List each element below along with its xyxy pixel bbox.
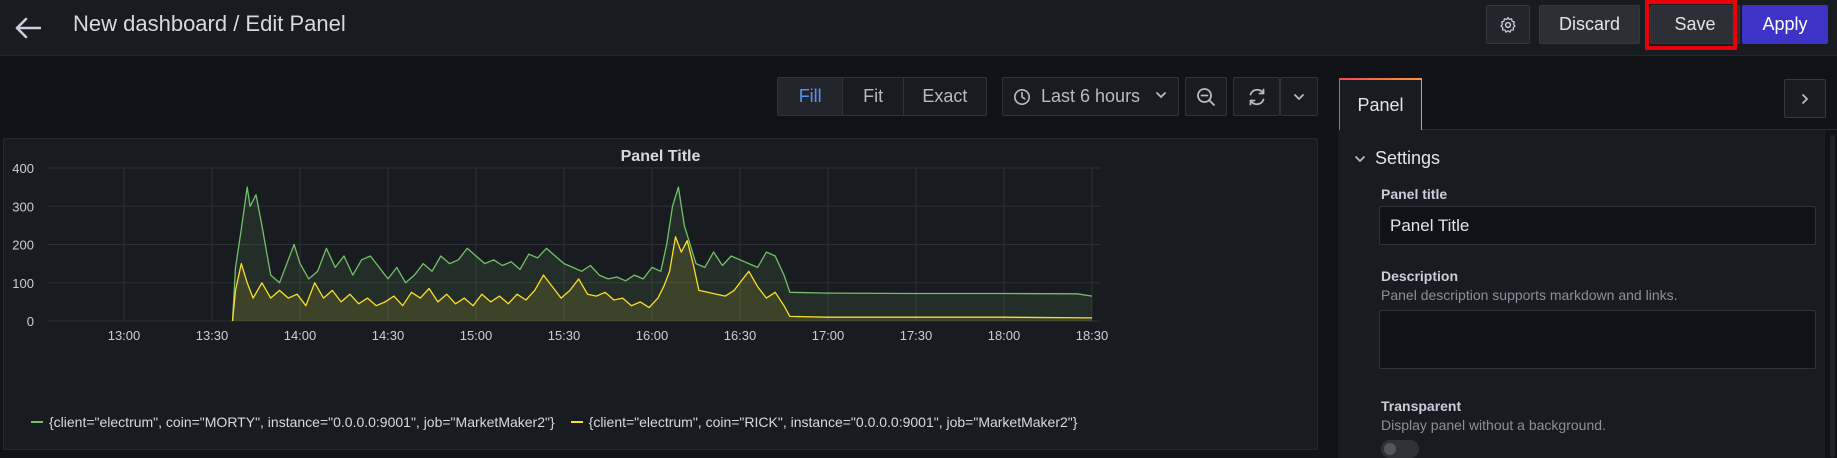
arrow-left-icon [15, 17, 41, 39]
chart-legend: {client="electrum", coin="MORTY", instan… [31, 414, 1077, 430]
transparent-label: Transparent [1381, 398, 1462, 414]
tabs-divider [1422, 129, 1837, 130]
legend-item[interactable]: {client="electrum", coin="MORTY", instan… [31, 414, 555, 430]
x-tick-label: 15:30 [548, 328, 581, 343]
description-help: Panel description supports markdown and … [1381, 287, 1678, 303]
back-button[interactable] [8, 8, 48, 48]
x-tick-label: 17:30 [900, 328, 933, 343]
toggle-knob [1384, 443, 1396, 455]
series-line-1 [231, 186, 1093, 322]
tab-panel[interactable]: Panel [1339, 78, 1422, 130]
gear-icon [1500, 16, 1516, 33]
discard-button[interactable]: Discard [1539, 5, 1640, 44]
panel-title-label: Panel title [1381, 186, 1448, 202]
refresh-interval-dropdown[interactable] [1280, 77, 1318, 116]
time-range-label: Last 6 hours [1041, 86, 1141, 106]
chevron-down-icon [1156, 92, 1166, 99]
page-title: New dashboard / Edit Panel [73, 11, 346, 36]
legend-swatch [570, 421, 583, 423]
settings-section-header[interactable]: Settings [1353, 148, 1440, 169]
x-tick-label: 13:30 [196, 328, 229, 343]
refresh-icon [1249, 88, 1264, 105]
collapse-options-button[interactable] [1784, 79, 1826, 118]
zoom-out-button[interactable] [1185, 77, 1227, 116]
y-tick-label: 100 [12, 276, 34, 291]
chevron-down-icon [1294, 93, 1304, 100]
description-textarea[interactable] [1379, 310, 1816, 369]
y-tick-label: 200 [12, 238, 34, 253]
series-area-1 [232, 187, 1092, 321]
description-label: Description [1381, 268, 1459, 284]
settings-button[interactable] [1486, 5, 1530, 44]
x-tick-label: 17:00 [812, 328, 845, 343]
clock-icon [1013, 88, 1031, 105]
mode-fit-button[interactable]: Fit [843, 78, 904, 115]
mode-fill-button[interactable]: Fill [778, 78, 844, 115]
legend-label: {client="electrum", coin="RICK", instanc… [588, 414, 1078, 430]
x-tick-label: 14:00 [284, 328, 317, 343]
legend-item[interactable]: {client="electrum", coin="RICK", instanc… [570, 414, 1078, 430]
apply-button[interactable]: Apply [1742, 5, 1828, 44]
chevron-down-icon [1355, 155, 1365, 162]
time-series-chart[interactable]: 0 100 200 300 400 13:00 13:30 14:00 14:30 15:00 15… [4, 139, 1319, 451]
series-area-2 [232, 236, 1092, 321]
x-tick-label: 16:00 [636, 328, 669, 343]
x-tick-label: 16:30 [724, 328, 757, 343]
graph-panel: Panel Title 0 100 200 300 400 13:00 13:30 14:00… [3, 138, 1318, 450]
options-body: Settings Panel title Description Panel d… [1338, 130, 1825, 458]
x-tick-label: 15:00 [460, 328, 493, 343]
legend-swatch [31, 421, 43, 423]
x-tick-label: 13:00 [108, 328, 141, 343]
x-tick-label: 18:30 [1076, 328, 1109, 343]
options-scrollbar[interactable] [1830, 135, 1835, 458]
y-tick-label: 300 [12, 199, 34, 214]
zoom-out-icon [1197, 87, 1215, 106]
x-tick-label: 18:00 [988, 328, 1021, 343]
legend-label: {client="electrum", coin="MORTY", instan… [49, 414, 555, 430]
time-range-picker[interactable]: Last 6 hours [1002, 77, 1179, 116]
y-tick-label: 400 [12, 161, 34, 176]
save-button[interactable]: Save [1650, 5, 1740, 44]
chevron-right-icon [1802, 93, 1809, 104]
y-tick-label: 0 [27, 314, 34, 329]
display-mode-group: Fill Fit Exact [777, 77, 987, 116]
top-bar: New dashboard / Edit Panel Discard Save … [0, 0, 1837, 56]
panel-title-input[interactable] [1379, 206, 1816, 245]
refresh-button[interactable] [1233, 77, 1280, 116]
series-line-2 [231, 236, 1093, 322]
x-tick-label: 14:30 [372, 328, 405, 343]
mode-exact-button[interactable]: Exact [922, 86, 968, 106]
panel-title[interactable]: Panel Title [620, 148, 701, 165]
transparent-help: Display panel without a background. [1381, 417, 1606, 433]
transparent-toggle[interactable] [1381, 440, 1419, 458]
settings-section-title: Settings [1375, 148, 1441, 168]
